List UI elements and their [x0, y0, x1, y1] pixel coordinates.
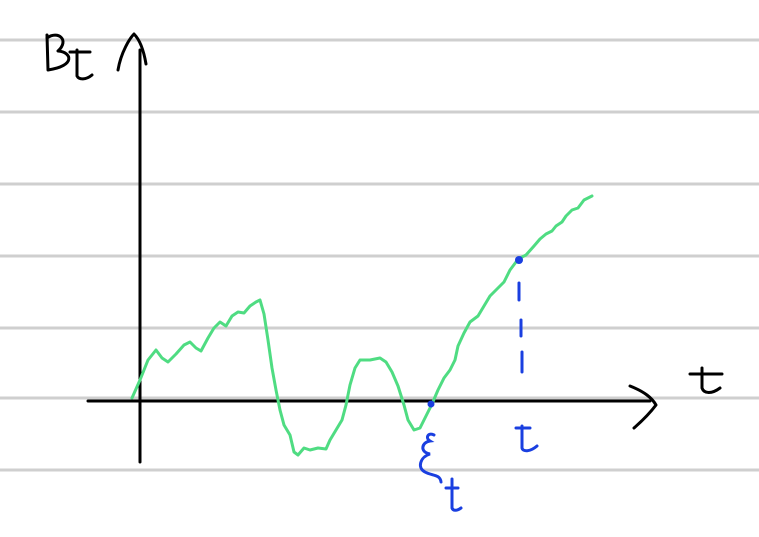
y-axis-label: Bt: [44, 41, 82, 81]
t-point: [515, 256, 523, 264]
y-axis-arrowhead: [116, 32, 148, 72]
t-marker-symbol: [514, 424, 539, 453]
t-subscript-xi: [444, 477, 463, 512]
y-axis-label-B: [45, 33, 71, 72]
x-axis-label: t: [690, 363, 705, 403]
t-dashed-drop: [517, 281, 524, 374]
brownian-path: [130, 194, 594, 457]
xi-symbol: [418, 432, 443, 484]
markers: [418, 256, 539, 512]
xi-point: [427, 400, 435, 408]
axis-labels: [45, 33, 724, 394]
x-axis-label-t: [688, 366, 724, 394]
xi-marker-sub-label: t: [446, 485, 457, 515]
y-axis-label-t: [68, 48, 94, 81]
x-axis-arrowhead: [628, 384, 658, 430]
xi-marker-label: ξ: [417, 446, 437, 484]
ruled-lines: [0, 38, 759, 472]
t-marker-label: t: [514, 422, 528, 460]
axes: [86, 32, 658, 464]
